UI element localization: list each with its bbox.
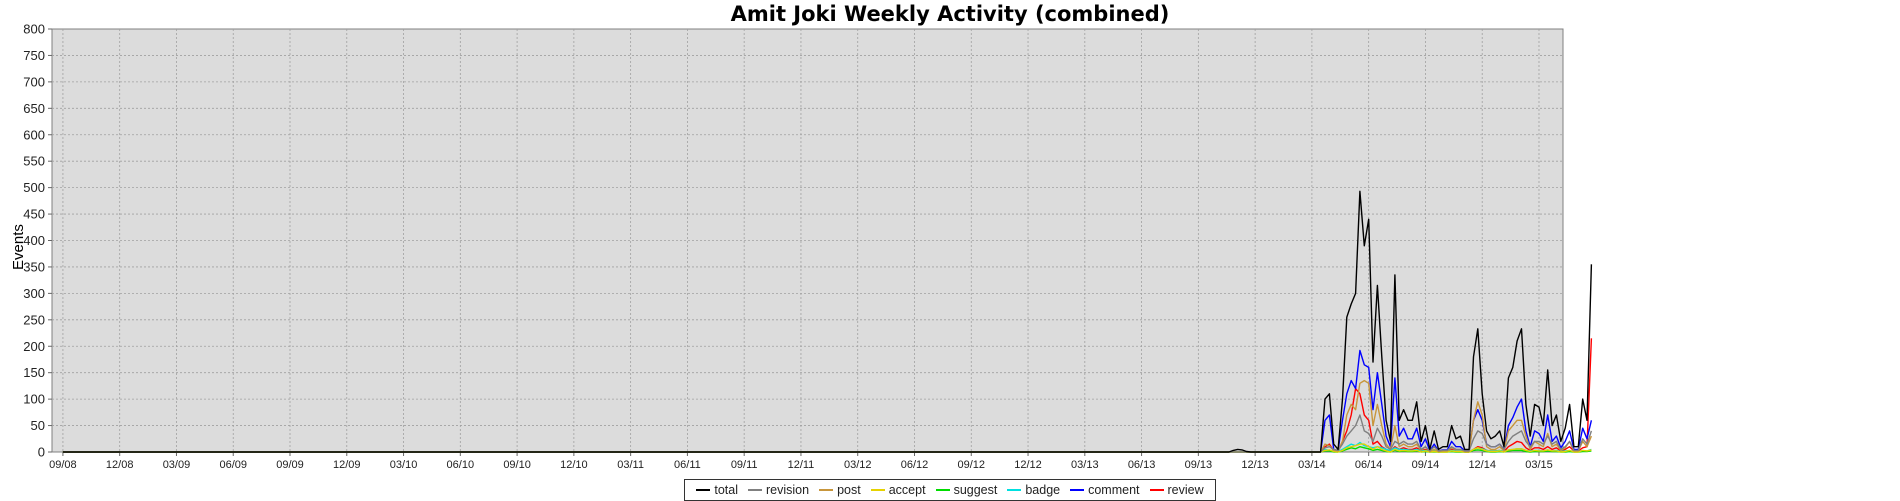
legend-item-accept: accept: [871, 483, 926, 497]
legend-item-total: total: [696, 483, 738, 497]
legend-item-revision: revision: [748, 483, 809, 497]
x-tick-label: 12/08: [106, 459, 134, 471]
legend-swatch: [936, 489, 950, 491]
y-tick-label: 400: [23, 233, 45, 248]
x-tick-label: 06/10: [447, 459, 475, 471]
y-tick-label: 500: [23, 180, 45, 195]
x-tick-label: 03/12: [844, 459, 872, 471]
legend-label: review: [1168, 483, 1204, 497]
x-tick-label: 03/13: [1071, 459, 1099, 471]
x-tick-label: 12/12: [1014, 459, 1042, 471]
legend-item-comment: comment: [1070, 483, 1139, 497]
x-tick-label: 06/14: [1355, 459, 1383, 471]
x-axis-ticks: 09/08 12/08 03/09 06/09 09/09 12/09 03/10 06/10…: [49, 452, 1553, 471]
y-tick-label: 450: [23, 207, 45, 222]
legend-swatch: [696, 489, 710, 491]
x-tick-label: 12/10: [560, 459, 588, 471]
legend-swatch: [1070, 489, 1084, 491]
legend-swatch: [819, 489, 833, 491]
legend-label: suggest: [954, 483, 998, 497]
x-tick-label: 12/13: [1241, 459, 1269, 471]
legend-swatch: [1007, 489, 1021, 491]
legend-label: post: [837, 483, 861, 497]
legend-swatch: [871, 489, 885, 491]
x-tick-label: 09/09: [276, 459, 304, 471]
x-tick-label: 03/15: [1525, 459, 1553, 471]
legend-swatch: [748, 489, 762, 491]
x-tick-label: 09/14: [1412, 459, 1440, 471]
legend-item-suggest: suggest: [936, 483, 998, 497]
y-tick-label: 300: [23, 286, 45, 301]
legend-box: total revision post accept suggest badge comme…: [684, 479, 1215, 501]
legend-item-review: review: [1150, 483, 1204, 497]
y-tick-label: 550: [23, 154, 45, 169]
legend: total revision post accept suggest badge comme…: [0, 479, 1900, 501]
x-tick-label: 09/08: [49, 459, 77, 471]
x-tick-label: 12/09: [333, 459, 361, 471]
x-tick-label: 09/11: [731, 459, 758, 471]
y-tick-label: 750: [23, 48, 45, 63]
x-tick-label: 03/11: [617, 459, 644, 471]
legend-label: revision: [766, 483, 809, 497]
y-tick-label: 150: [23, 365, 45, 380]
y-tick-label: 700: [23, 74, 45, 89]
y-tick-label: 50: [31, 418, 45, 433]
y-axis-ticks: 0 50 100 150 200 250 300 350 400 450 500 550 600 650 7…: [23, 22, 52, 460]
x-tick-label: 12/11: [788, 459, 815, 471]
y-tick-label: 250: [23, 312, 45, 327]
x-tick-label: 12/14: [1468, 459, 1496, 471]
legend-label: badge: [1025, 483, 1060, 497]
legend-label: accept: [889, 483, 926, 497]
y-tick-label: 200: [23, 339, 45, 354]
x-tick-label: 09/12: [957, 459, 985, 471]
y-tick-label: 600: [23, 127, 45, 142]
x-tick-label: 06/09: [219, 459, 247, 471]
x-tick-label: 03/14: [1298, 459, 1326, 471]
x-tick-label: 06/13: [1128, 459, 1156, 471]
x-tick-label: 03/10: [390, 459, 418, 471]
legend-swatch: [1150, 489, 1164, 491]
legend-label: comment: [1088, 483, 1139, 497]
x-tick-label: 09/10: [503, 459, 531, 471]
x-tick-label: 06/12: [901, 459, 929, 471]
y-tick-label: 0: [38, 445, 45, 460]
x-tick-label: 06/11: [674, 459, 701, 471]
legend-item-badge: badge: [1007, 483, 1060, 497]
legend-item-post: post: [819, 483, 861, 497]
y-tick-label: 650: [23, 101, 45, 116]
x-tick-label: 09/13: [1185, 459, 1213, 471]
x-tick-label: 03/09: [163, 459, 191, 471]
y-tick-label: 800: [23, 22, 45, 37]
legend-label: total: [714, 483, 738, 497]
y-tick-label: 350: [23, 259, 45, 274]
y-tick-label: 100: [23, 392, 45, 407]
